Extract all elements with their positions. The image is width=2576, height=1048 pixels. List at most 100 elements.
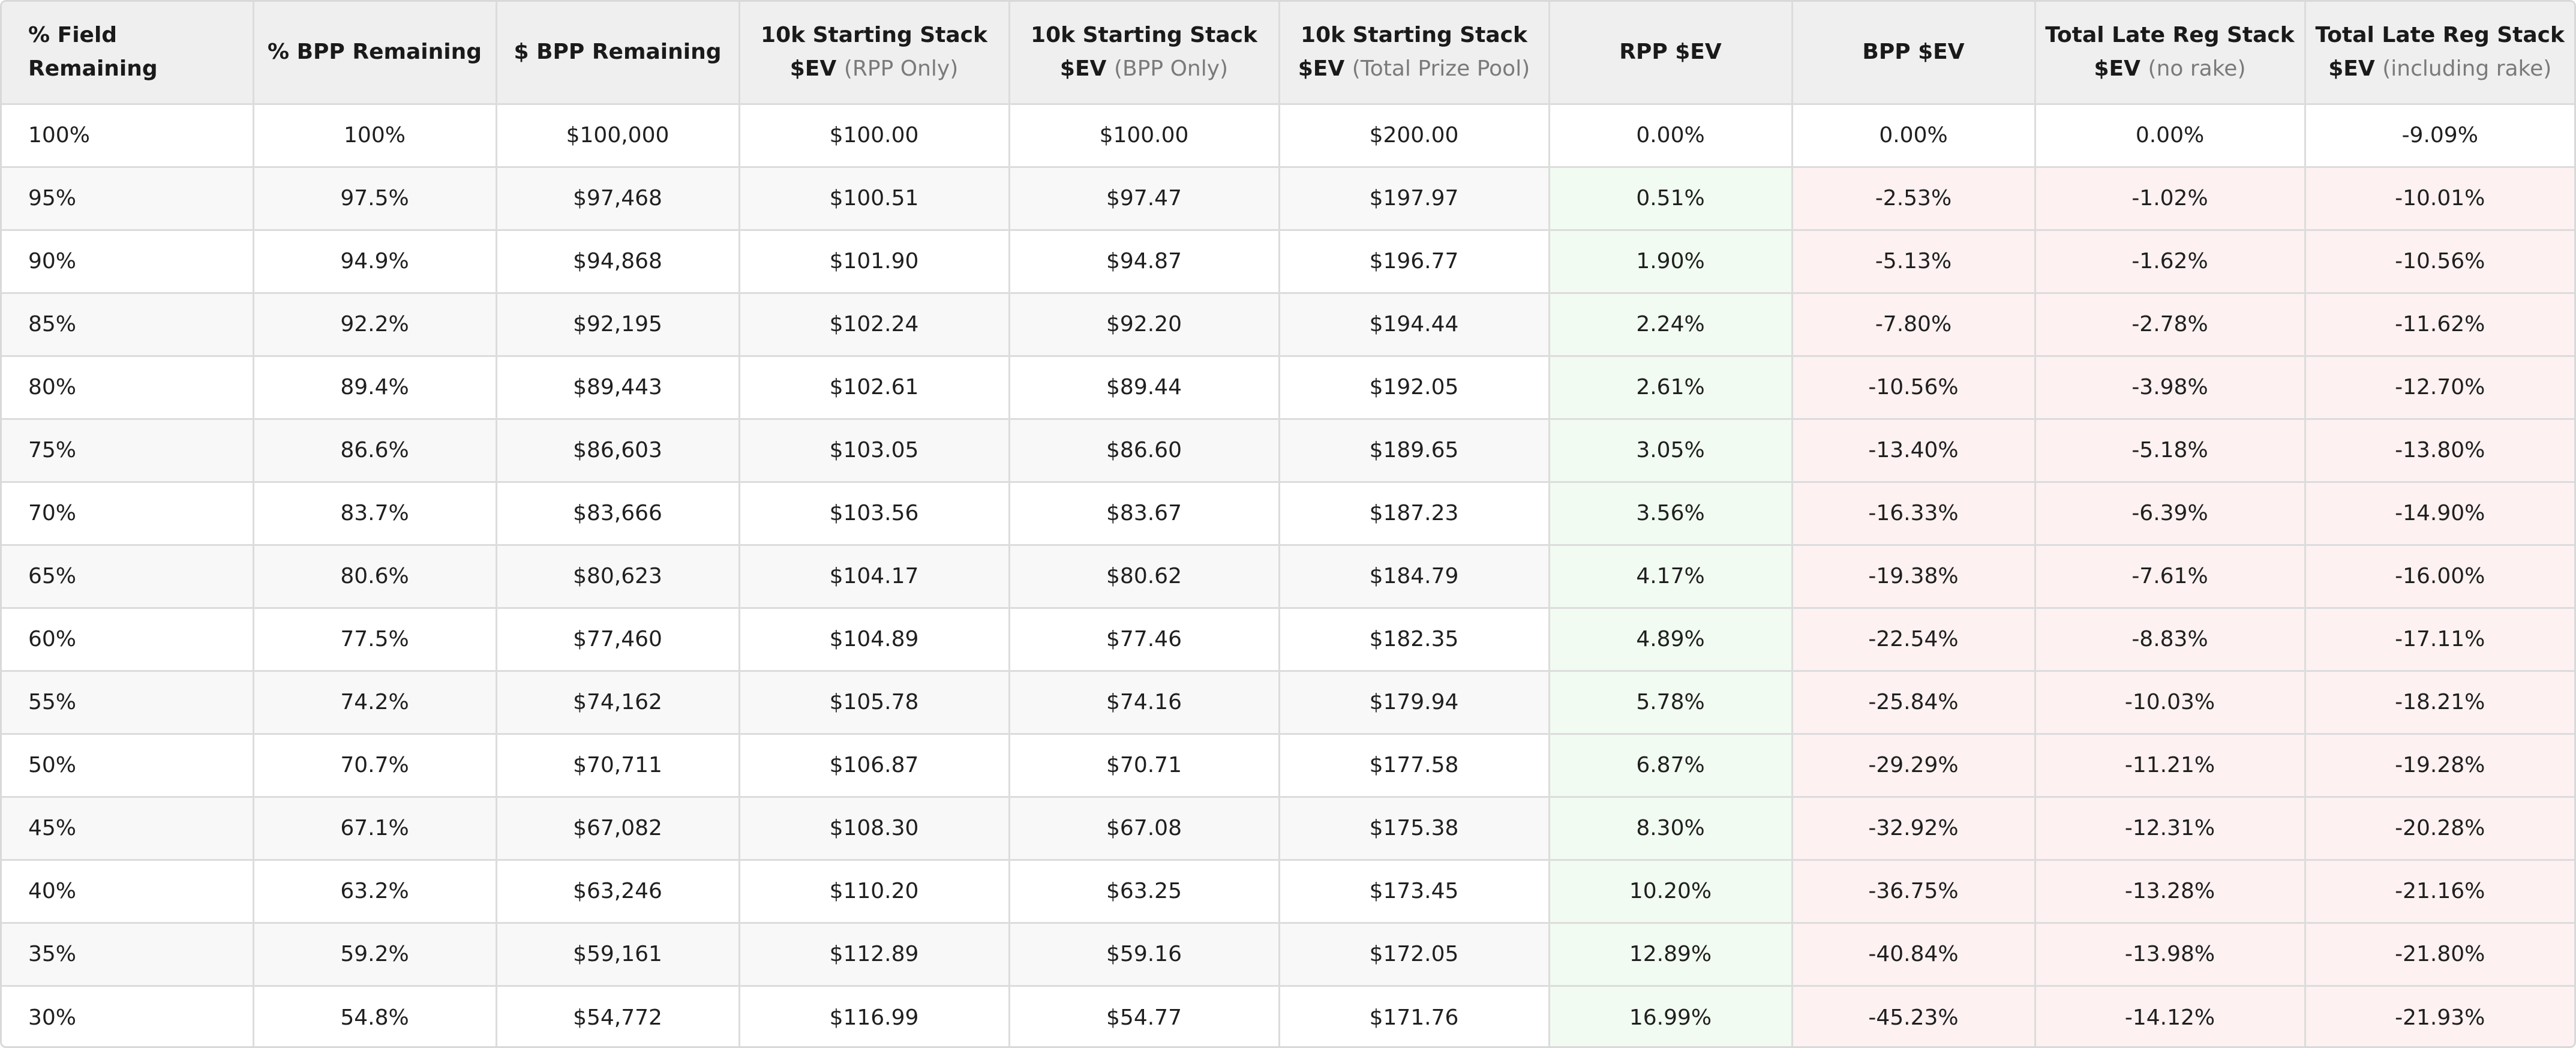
cell-field-remaining: 45% xyxy=(2,795,254,861)
cell-starting-stack-total: $173.45 xyxy=(1278,858,1550,924)
cell-field-remaining: 70% xyxy=(2,481,254,546)
cell-starting-stack-total: $177.58 xyxy=(1278,732,1550,798)
cell-late-reg-no-rake: -2.78% xyxy=(2034,292,2306,357)
cell-starting-stack-rpp: $110.20 xyxy=(738,858,1010,924)
cell-starting-stack-total: $189.65 xyxy=(1278,418,1550,483)
cell-bpp-remaining-dollars: $77,460 xyxy=(495,606,740,672)
header-starting-stack-total: 10k Starting Stack $EV (Total Prize Pool… xyxy=(1278,2,1550,105)
cell-bpp-remaining-dollars: $59,161 xyxy=(495,921,740,987)
cell-starting-stack-bpp: $80.62 xyxy=(1008,543,1280,609)
cell-field-remaining: 30% xyxy=(2,984,254,1046)
table-row: 90% 94.9% $94,868 $101.90 $94.87 $196.77 1.90%… xyxy=(2,229,2574,294)
cell-bpp-ev: -29.29% xyxy=(1791,732,2036,798)
header-label-line2: $EV xyxy=(1059,56,1107,82)
cell-late-reg-with-rake: -14.90% xyxy=(2304,481,2574,546)
cell-late-reg-no-rake: -1.62% xyxy=(2034,229,2306,294)
header-label: % Field Remaining xyxy=(28,23,158,82)
cell-field-remaining: 40% xyxy=(2,858,254,924)
cell-starting-stack-bpp: $74.16 xyxy=(1008,669,1280,735)
cell-starting-stack-rpp: $102.61 xyxy=(738,355,1010,420)
cell-late-reg-with-rake: -17.11% xyxy=(2304,606,2574,672)
header-starting-stack-bpp: 10k Starting Stack $EV (BPP Only) xyxy=(1008,2,1280,105)
header-late-reg-no-rake: Total Late Reg Stack $EV (no rake) xyxy=(2034,2,2306,105)
cell-late-reg-no-rake: -1.02% xyxy=(2034,166,2306,231)
header-label-line2: $EV xyxy=(1298,56,1345,82)
cell-starting-stack-total: $175.38 xyxy=(1278,795,1550,861)
cell-starting-stack-bpp: $94.87 xyxy=(1008,229,1280,294)
cell-field-remaining: 90% xyxy=(2,229,254,294)
cell-starting-stack-rpp: $103.56 xyxy=(738,481,1010,546)
cell-starting-stack-rpp: $103.05 xyxy=(738,418,1010,483)
cell-late-reg-with-rake: -18.21% xyxy=(2304,669,2574,735)
cell-late-reg-with-rake: -21.93% xyxy=(2304,984,2574,1046)
cell-rpp-ev: 4.17% xyxy=(1548,543,1793,609)
cell-starting-stack-bpp: $77.46 xyxy=(1008,606,1280,672)
cell-bpp-remaining-dollars: $92,195 xyxy=(495,292,740,357)
cell-field-remaining: 85% xyxy=(2,292,254,357)
header-rpp-ev: RPP $EV xyxy=(1548,2,1793,105)
cell-bpp-ev: -5.13% xyxy=(1791,229,2036,294)
cell-bpp-ev: -22.54% xyxy=(1791,606,2036,672)
cell-bpp-remaining-dollars: $97,468 xyxy=(495,166,740,231)
cell-starting-stack-rpp: $105.78 xyxy=(738,669,1010,735)
cell-bpp-remaining-pct: 83.7% xyxy=(252,481,497,546)
header-label: % BPP Remaining xyxy=(268,40,482,65)
header-label-muted: (no rake) xyxy=(2148,56,2246,82)
header-label: 10k Starting Stack xyxy=(1301,23,1527,48)
cell-starting-stack-rpp: $116.99 xyxy=(738,984,1010,1046)
cell-late-reg-with-rake: -12.70% xyxy=(2304,355,2574,420)
cell-bpp-ev: -13.40% xyxy=(1791,418,2036,483)
cell-starting-stack-total: $179.94 xyxy=(1278,669,1550,735)
cell-bpp-remaining-dollars: $74,162 xyxy=(495,669,740,735)
cell-starting-stack-rpp: $101.90 xyxy=(738,229,1010,294)
cell-late-reg-with-rake: -16.00% xyxy=(2304,543,2574,609)
cell-bpp-ev: -32.92% xyxy=(1791,795,2036,861)
table-body: 100% 100% $100,000 $100.00 $100.00 $200.00 0.0… xyxy=(2,103,2574,1046)
cell-field-remaining: 60% xyxy=(2,606,254,672)
cell-late-reg-with-rake: -21.16% xyxy=(2304,858,2574,924)
cell-rpp-ev: 5.78% xyxy=(1548,669,1793,735)
cell-bpp-remaining-pct: 97.5% xyxy=(252,166,497,231)
cell-starting-stack-rpp: $102.24 xyxy=(738,292,1010,357)
header-label: $ BPP Remaining xyxy=(514,40,722,65)
cell-field-remaining: 80% xyxy=(2,355,254,420)
header-bpp-ev: BPP $EV xyxy=(1791,2,2036,105)
header-label-line2: $EV xyxy=(789,56,837,82)
cell-starting-stack-rpp: $104.17 xyxy=(738,543,1010,609)
cell-bpp-remaining-pct: 80.6% xyxy=(252,543,497,609)
cell-bpp-remaining-dollars: $94,868 xyxy=(495,229,740,294)
cell-field-remaining: 75% xyxy=(2,418,254,483)
cell-bpp-remaining-dollars: $54,772 xyxy=(495,984,740,1046)
cell-late-reg-with-rake: -20.28% xyxy=(2304,795,2574,861)
cell-rpp-ev: 2.61% xyxy=(1548,355,1793,420)
cell-rpp-ev: 6.87% xyxy=(1548,732,1793,798)
cell-starting-stack-rpp: $112.89 xyxy=(738,921,1010,987)
cell-late-reg-with-rake: -13.80% xyxy=(2304,418,2574,483)
header-label-line2: $EV xyxy=(2094,56,2140,82)
cell-late-reg-with-rake: -19.28% xyxy=(2304,732,2574,798)
cell-starting-stack-rpp: $100.51 xyxy=(738,166,1010,231)
cell-late-reg-with-rake: -11.62% xyxy=(2304,292,2574,357)
table-row: 50% 70.7% $70,711 $106.87 $70.71 $177.58 6.87%… xyxy=(2,732,2574,798)
cell-bpp-ev: 0.00% xyxy=(1791,103,2036,168)
cell-rpp-ev: 1.90% xyxy=(1548,229,1793,294)
cell-late-reg-no-rake: -5.18% xyxy=(2034,418,2306,483)
header-label: 10k Starting Stack xyxy=(761,23,987,48)
cell-bpp-remaining-pct: 74.2% xyxy=(252,669,497,735)
cell-bpp-remaining-pct: 59.2% xyxy=(252,921,497,987)
cell-starting-stack-bpp: $67.08 xyxy=(1008,795,1280,861)
cell-starting-stack-rpp: $108.30 xyxy=(738,795,1010,861)
table-row: 55% 74.2% $74,162 $105.78 $74.16 $179.94 5.78%… xyxy=(2,669,2574,735)
header-label: RPP $EV xyxy=(1619,40,1722,65)
cell-bpp-ev: -36.75% xyxy=(1791,858,2036,924)
cell-bpp-remaining-dollars: $83,666 xyxy=(495,481,740,546)
cell-starting-stack-bpp: $86.60 xyxy=(1008,418,1280,483)
cell-rpp-ev: 10.20% xyxy=(1548,858,1793,924)
cell-bpp-ev: -45.23% xyxy=(1791,984,2036,1046)
cell-bpp-remaining-pct: 54.8% xyxy=(252,984,497,1046)
cell-field-remaining: 50% xyxy=(2,732,254,798)
cell-bpp-ev: -19.38% xyxy=(1791,543,2036,609)
cell-starting-stack-bpp: $97.47 xyxy=(1008,166,1280,231)
cell-bpp-remaining-pct: 63.2% xyxy=(252,858,497,924)
